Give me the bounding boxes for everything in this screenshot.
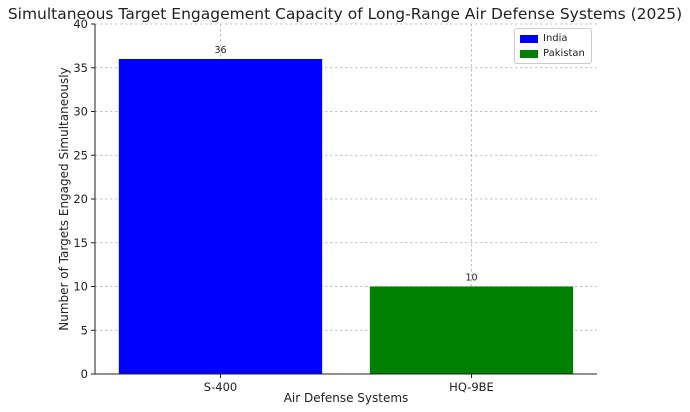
- legend-item-pakistan: Pakistan: [520, 46, 586, 61]
- legend-swatch-pakistan: [520, 49, 538, 58]
- x-tick-label: HQ-9BE: [449, 380, 494, 394]
- bar-hq-9be: [369, 286, 574, 374]
- bar-value-label: 36: [214, 45, 226, 56]
- y-tick-label: 25: [73, 148, 88, 162]
- legend-label-pakistan: Pakistan: [543, 48, 585, 59]
- y-tick-label: 0: [81, 367, 88, 381]
- y-axis-label: Number of Targets Engaged Simultaneously: [57, 67, 71, 331]
- chart-title: Simultaneous Target Engagement Capacity …: [7, 5, 683, 23]
- y-tick-label: 30: [73, 105, 88, 119]
- y-tick-label: 5: [81, 323, 88, 337]
- bar-value-label: 10: [465, 273, 477, 284]
- legend-label-india: India: [543, 33, 568, 44]
- legend-item-india: India: [520, 31, 586, 46]
- bar-s-400: [118, 59, 323, 374]
- y-tick-label: 10: [73, 280, 88, 294]
- x-tick-label: S-400: [204, 380, 237, 394]
- legend: India Pakistan: [514, 28, 592, 64]
- legend-swatch-india: [520, 34, 538, 43]
- y-tick-label: 40: [73, 17, 88, 31]
- y-tick-label: 35: [73, 61, 88, 75]
- y-tick-label: 15: [73, 236, 88, 250]
- y-tick-label: 20: [73, 192, 88, 206]
- x-axis-label: Air Defense Systems: [283, 391, 409, 405]
